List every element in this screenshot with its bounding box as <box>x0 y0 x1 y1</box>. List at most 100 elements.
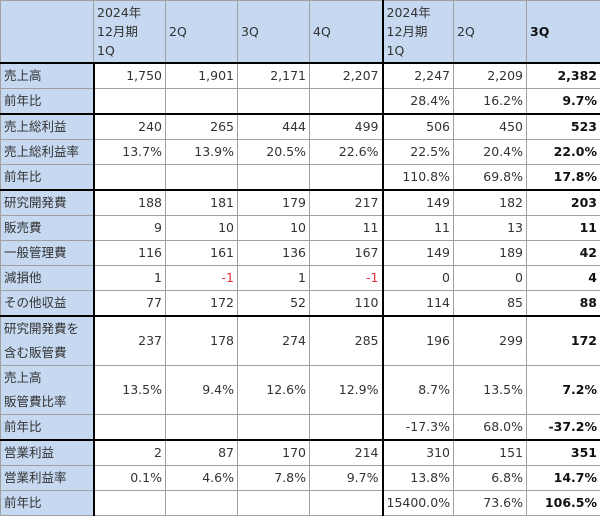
cell-value: 13.9% <box>166 140 238 165</box>
cell-value: 172 <box>166 291 238 317</box>
cell-value: 9.7% <box>310 466 383 491</box>
cell-value: 310 <box>383 440 454 466</box>
row-label-line: 研究開発費を <box>4 321 79 336</box>
cell-value: 0 <box>383 266 454 291</box>
cell-value: 167 <box>310 241 383 266</box>
cell-value: 11 <box>383 216 454 241</box>
cell-value: 7.8% <box>238 466 310 491</box>
cell-value: 0.1% <box>94 466 166 491</box>
header-line: 1Q <box>97 43 115 58</box>
header-line: 2024年 <box>97 5 141 20</box>
cell-value: 13.5% <box>454 366 527 415</box>
cell-value: 151 <box>454 440 527 466</box>
cell-value: 68.0% <box>454 415 527 441</box>
cell-value: 22.6% <box>310 140 383 165</box>
cell-value <box>166 165 238 191</box>
cell-value: 16.2% <box>454 89 527 115</box>
cell-value: -17.3% <box>383 415 454 441</box>
cell-value <box>238 89 310 115</box>
cell-value: 69.8% <box>454 165 527 191</box>
header-corner <box>1 1 94 64</box>
row-label: 前年比 <box>1 89 94 115</box>
row-label-line: 販管費比率 <box>4 394 67 409</box>
cell-value: 203 <box>527 190 600 216</box>
cell-value: 12.6% <box>238 366 310 415</box>
cell-value: 8.7% <box>383 366 454 415</box>
header-line: 12月期 <box>97 24 138 39</box>
cell-value: 179 <box>238 190 310 216</box>
cell-value: 77 <box>94 291 166 317</box>
cell-value <box>94 165 166 191</box>
cell-value: 110.8% <box>383 165 454 191</box>
header-line: 1Q <box>387 43 405 58</box>
cell-value: 52 <box>238 291 310 317</box>
cell-value: 240 <box>94 114 166 140</box>
cell-value: 351 <box>527 440 600 466</box>
cell-value: 2,209 <box>454 63 527 89</box>
cell-value <box>94 415 166 441</box>
cell-value <box>94 89 166 115</box>
header-2024-4q: 4Q <box>310 1 383 64</box>
cell-value: 450 <box>454 114 527 140</box>
header-line: 2024年 <box>387 5 431 20</box>
cell-value: 136 <box>238 241 310 266</box>
row-label-line: 売上高 <box>4 370 42 385</box>
cell-value: 17.8% <box>527 165 600 191</box>
cell-value: 189 <box>454 241 527 266</box>
cell-value: 87 <box>166 440 238 466</box>
header-2025-3q: 3Q <box>527 1 600 64</box>
header-2024-2q: 2Q <box>166 1 238 64</box>
cell-value: 214 <box>310 440 383 466</box>
cell-value: 2 <box>94 440 166 466</box>
cell-value: 274 <box>238 316 310 366</box>
cell-value: 172 <box>527 316 600 366</box>
cell-value: 73.6% <box>454 491 527 516</box>
cell-value: 182 <box>454 190 527 216</box>
row-label: 研究開発費 <box>1 190 94 216</box>
cell-value <box>166 89 238 115</box>
cell-value: 13.7% <box>94 140 166 165</box>
cell-value: 114 <box>383 291 454 317</box>
row-label: 販売費 <box>1 216 94 241</box>
cell-value: 1 <box>94 266 166 291</box>
cell-value: 9.4% <box>166 366 238 415</box>
row-label: 減損他 <box>1 266 94 291</box>
cell-value <box>238 415 310 441</box>
header-2024-1q: 2024年 12月期 1Q <box>94 1 166 64</box>
row-label: 一般管理費 <box>1 241 94 266</box>
cell-value: 285 <box>310 316 383 366</box>
cell-value <box>166 491 238 516</box>
cell-value: 4 <box>527 266 600 291</box>
cell-value <box>310 415 383 441</box>
header-2024-3q: 3Q <box>238 1 310 64</box>
cell-value: 7.2% <box>527 366 600 415</box>
cell-value: 196 <box>383 316 454 366</box>
cell-value: 444 <box>238 114 310 140</box>
cell-value: 181 <box>166 190 238 216</box>
cell-value: 523 <box>527 114 600 140</box>
cell-value: 42 <box>527 241 600 266</box>
cell-value: 0 <box>454 266 527 291</box>
cell-value: 12.9% <box>310 366 383 415</box>
cell-value: 13.8% <box>383 466 454 491</box>
cell-value: 217 <box>310 190 383 216</box>
row-label: 前年比 <box>1 415 94 441</box>
cell-value: 499 <box>310 114 383 140</box>
cell-value: 1,750 <box>94 63 166 89</box>
cell-value <box>310 165 383 191</box>
cell-value <box>238 165 310 191</box>
cell-value: 2,247 <box>383 63 454 89</box>
cell-value: 11 <box>527 216 600 241</box>
cell-value: 188 <box>94 190 166 216</box>
